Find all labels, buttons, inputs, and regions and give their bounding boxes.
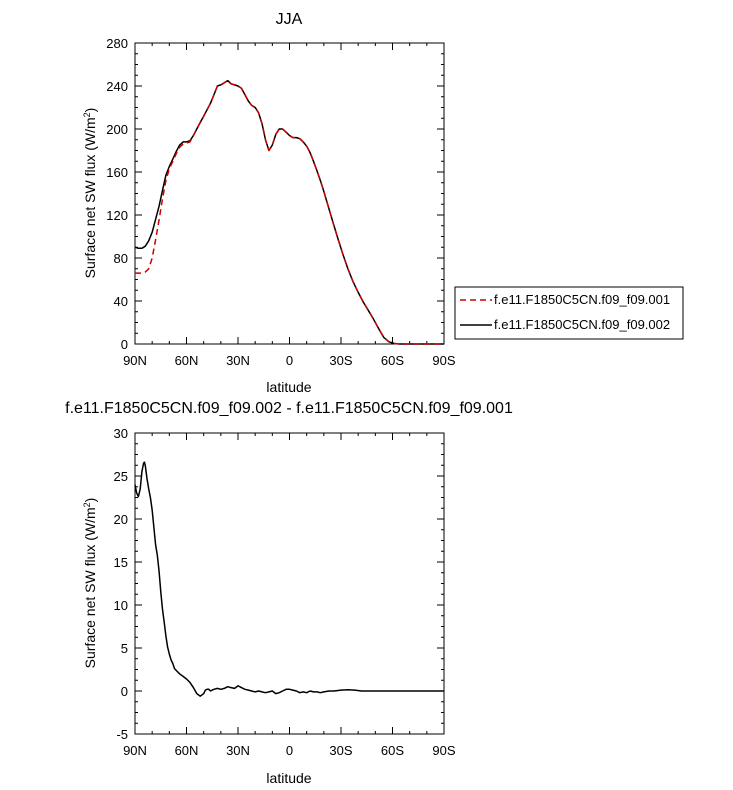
- bottom-ytick-label: 20: [114, 512, 128, 527]
- top-ytick-label: 160: [106, 165, 128, 180]
- top-ytick-label: 240: [106, 79, 128, 94]
- top-chart-title: JJA: [276, 11, 303, 28]
- bottom-axis-ticks: 90N 60N 30N 0 30S 60S 90S -5 0 5 10 15 20 25 30: [114, 426, 456, 758]
- top-line-chart: JJA 90N 60N 30N 0 30S 60S 90S 0 40 80 120 160 200 240…: [82, 11, 456, 395]
- bottom-line-chart: f.e11.F1850C5CN.f09_f09.002 - f.e11.F185…: [65, 400, 513, 786]
- bottom-ytick-label: 25: [114, 469, 128, 484]
- bottom-xtick-label: 30N: [226, 743, 250, 758]
- top-ytick-label: 200: [106, 122, 128, 137]
- top-xtick-label: 30S: [329, 353, 352, 368]
- top-xtick-label: 60N: [175, 353, 199, 368]
- bottom-series-lines: [134, 461, 444, 697]
- bottom-xtick-label: 90N: [123, 743, 147, 758]
- top-ytick-label: 280: [106, 36, 128, 51]
- top-ytick-label: 120: [106, 208, 128, 223]
- top-xtick-label: 90N: [123, 353, 147, 368]
- bottom-chart-title: f.e11.F1850C5CN.f09_f09.002 - f.e11.F185…: [65, 400, 513, 417]
- top-series-lines: [134, 79, 444, 345]
- top-xtick-label: 0: [286, 353, 293, 368]
- top-plot-frame: [134, 42, 445, 345]
- top-axis-ticks: 90N 60N 30N 0 30S 60S 90S 0 40 80 120 160 200 240 280: [106, 36, 456, 368]
- top-ytick-label: 0: [121, 337, 128, 352]
- bottom-xtick-label: 90S: [432, 743, 455, 758]
- top-ytick-label: 40: [114, 294, 128, 309]
- top-series-line-2: [134, 79, 444, 345]
- top-xtick-label: 90S: [432, 353, 455, 368]
- bottom-ytick-label: 30: [114, 426, 128, 441]
- bottom-xtick-label: 0: [286, 743, 293, 758]
- bottom-ytick-label: 15: [114, 555, 128, 570]
- legend: f.e11.F1850C5CN.f09_f09.001 f.e11.F1850C…: [454, 286, 684, 340]
- bottom-xtick-label: 30S: [329, 743, 352, 758]
- legend-label-series-2: f.e11.F1850C5CN.f09_f09.002: [494, 317, 670, 332]
- top-x-axis-label: latitude: [266, 379, 311, 395]
- bottom-xtick-label: 60N: [175, 743, 199, 758]
- bottom-ytick-label: 10: [114, 598, 128, 613]
- legend-box: [454, 286, 684, 340]
- bottom-series-line-1: [134, 461, 444, 697]
- bottom-ytick-label: 0: [121, 684, 128, 699]
- legend-label-series-1: f.e11.F1850C5CN.f09_f09.001: [494, 292, 670, 307]
- top-series-line-1: [135, 79, 444, 345]
- top-y-axis-label: Surface net SW flux (W/m2): [82, 108, 98, 279]
- top-ytick-label: 80: [114, 251, 128, 266]
- bottom-y-axis-label: Surface net SW flux (W/m2): [82, 498, 98, 669]
- bottom-x-axis-label: latitude: [266, 770, 311, 786]
- bottom-xtick-label: 60S: [381, 743, 404, 758]
- top-xtick-label: 30N: [226, 353, 250, 368]
- bottom-ytick-label: -5: [116, 727, 128, 742]
- top-xtick-label: 60S: [381, 353, 404, 368]
- bottom-ytick-label: 5: [121, 641, 128, 656]
